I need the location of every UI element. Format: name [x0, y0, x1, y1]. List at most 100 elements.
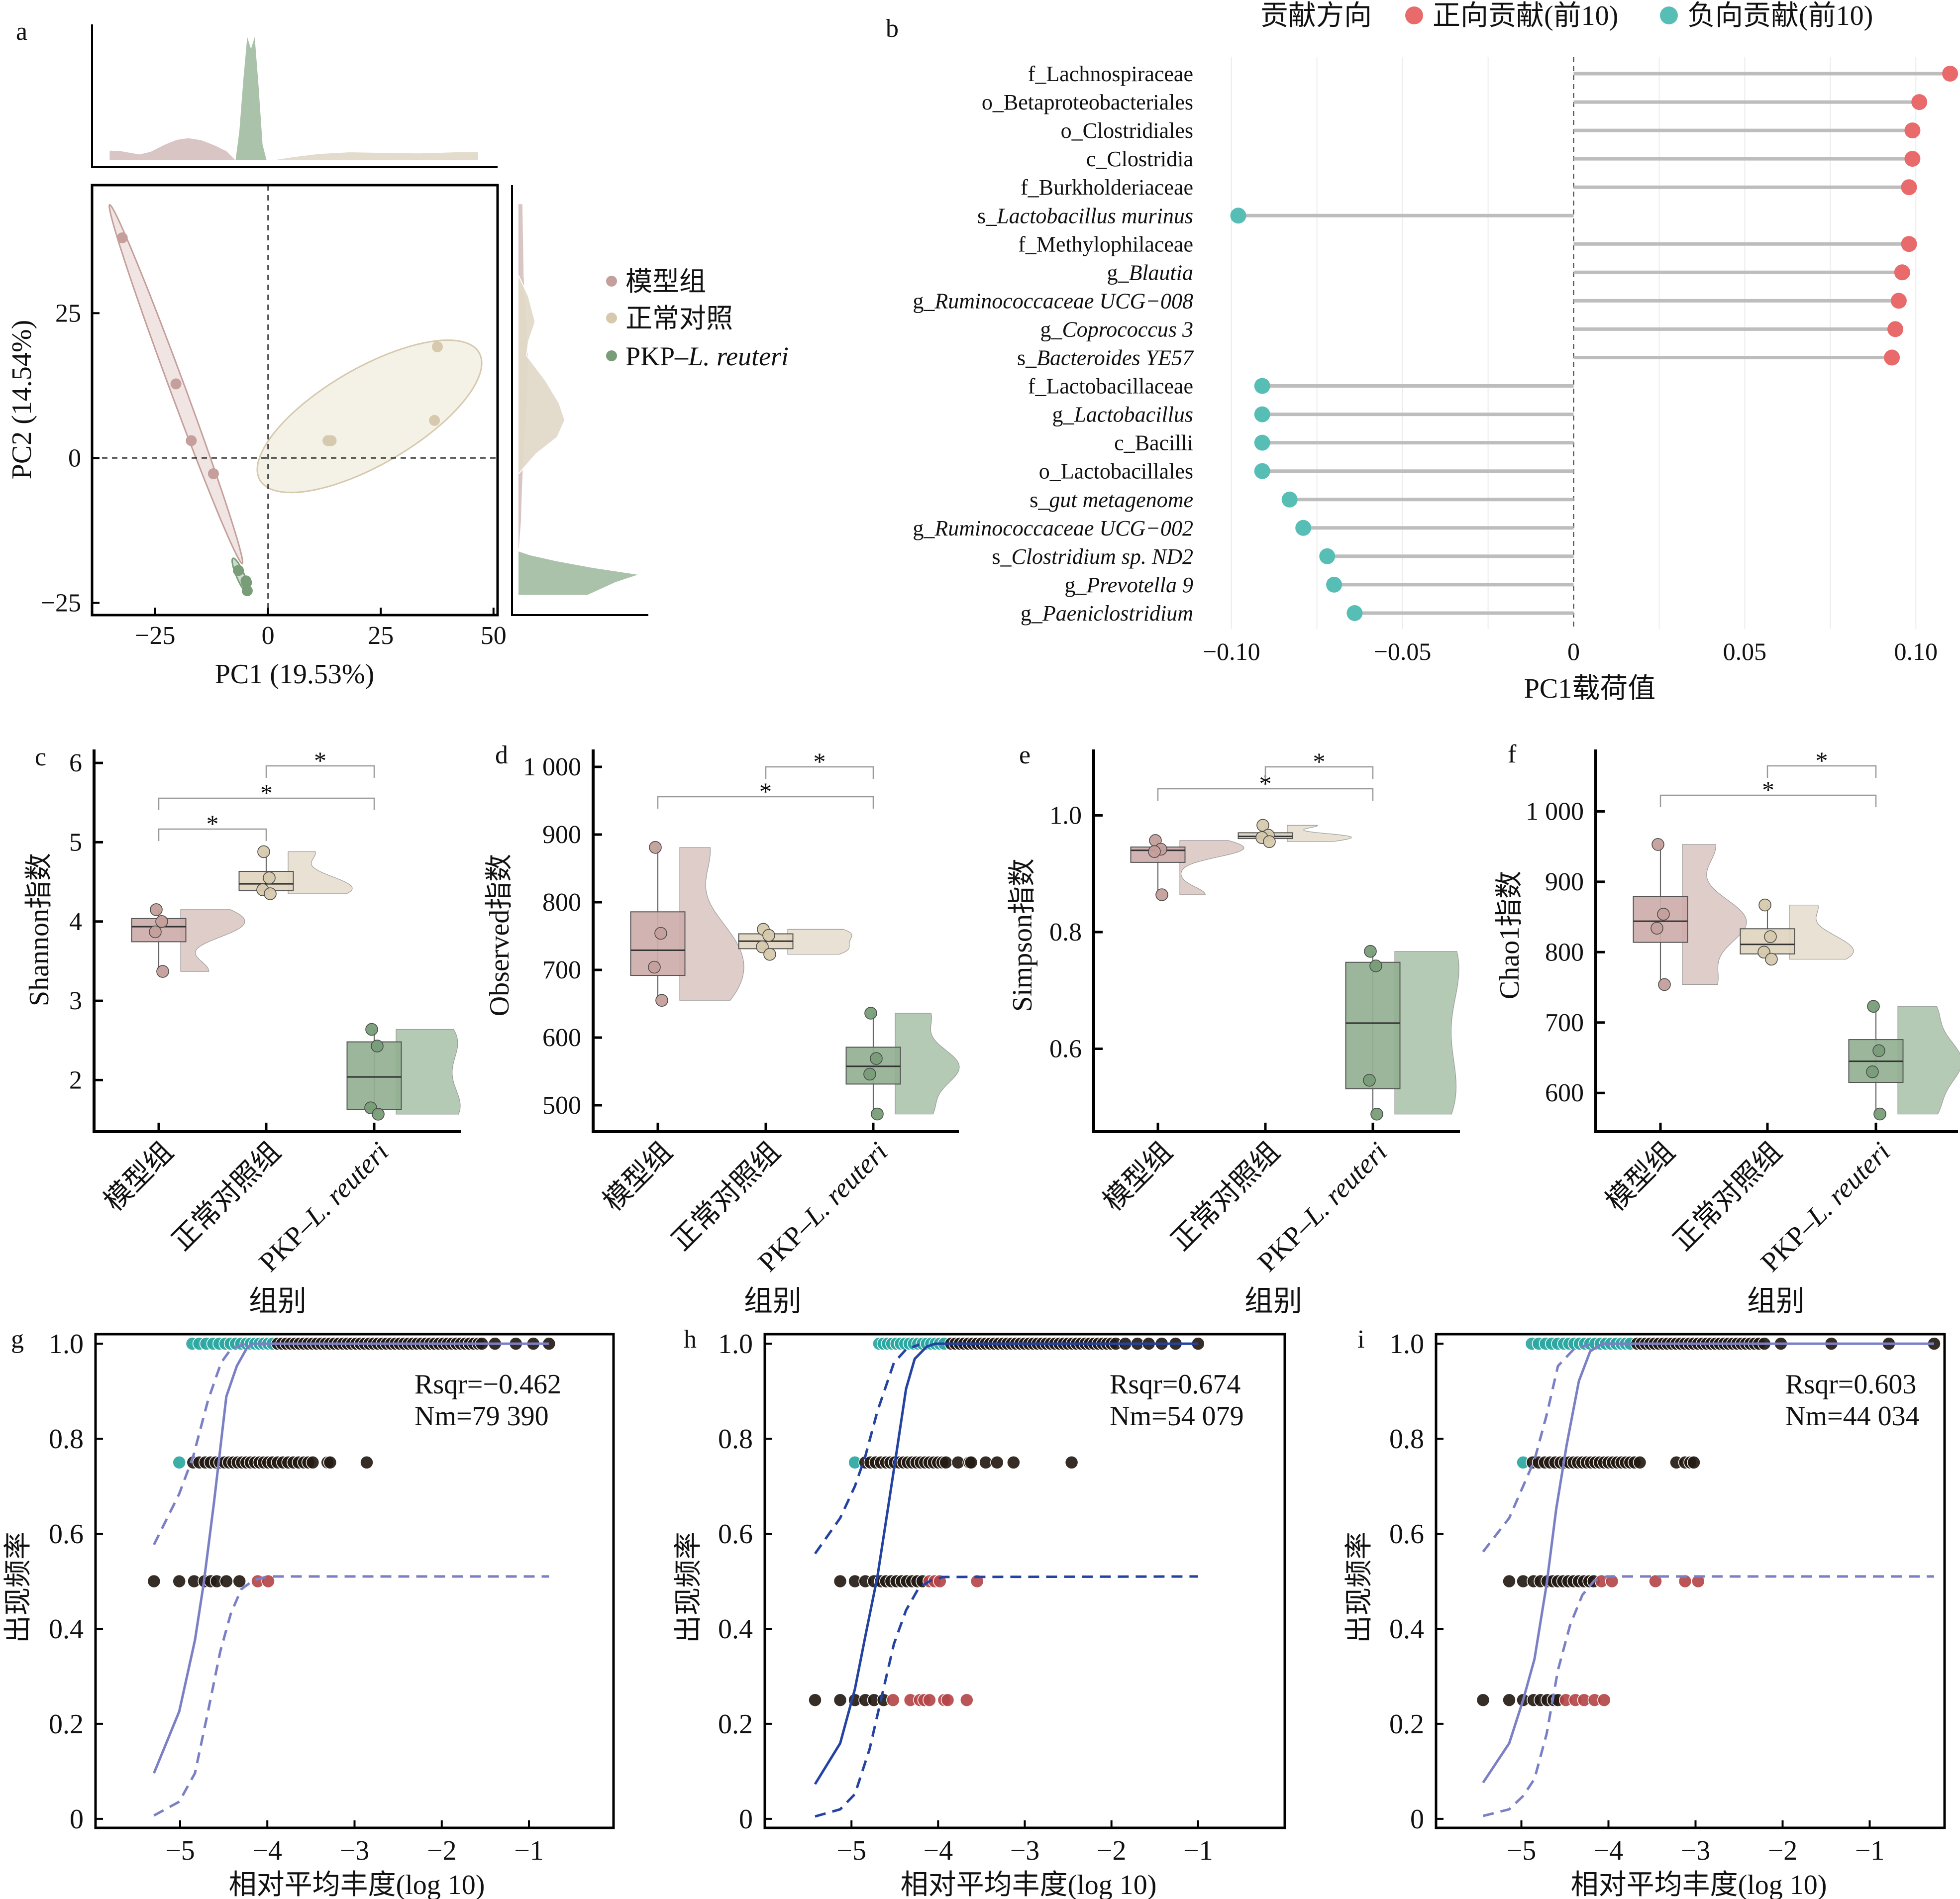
contribution-legend: 贡献方向 正向贡献(前10) 负向贡献(前10) — [1260, 0, 1873, 31]
x-tick-label: −1 — [514, 1835, 544, 1866]
data-point-pkp — [863, 1067, 876, 1081]
taxon-label-part: Betaproteobacteriales — [1004, 90, 1193, 114]
data-point-model — [1148, 845, 1161, 858]
lollipop-plot: f_Lachnospiraceaeo_Betaproteobacteriales… — [913, 57, 1959, 665]
data-point-normal — [1758, 898, 1771, 912]
y-tick-label: 800 — [1545, 938, 1584, 966]
x-tick-label: −5 — [836, 1835, 866, 1866]
taxon-label: s_Bacteroides YE57 — [1017, 346, 1194, 370]
y-tick-label: 0 — [739, 1804, 753, 1835]
x-tick-label: −2 — [1768, 1835, 1798, 1866]
y-tick-label: 1.0 — [718, 1329, 753, 1360]
taxon-label: s_Lactobacillus murinus — [977, 204, 1193, 228]
legend-label-part: PKP– — [625, 341, 689, 371]
data-point-pkp — [365, 1023, 378, 1036]
significance-star: * — [1816, 746, 1828, 774]
legend-label: 正常对照 — [625, 304, 733, 333]
lollipop-dot — [1887, 321, 1903, 337]
taxon-label: g_Prevotella 9 — [1064, 573, 1193, 597]
lollipop-dot — [1254, 463, 1270, 479]
lollipop-dot — [1901, 236, 1917, 252]
x-axis-title: PC1载荷值 — [1524, 673, 1656, 704]
data-point-model — [654, 927, 667, 940]
taxon-label-part: Lactobacillus murinus — [996, 204, 1193, 228]
y-tick-label: 0.4 — [49, 1614, 84, 1645]
y-tick-label: 800 — [542, 888, 581, 917]
panel-label: h — [684, 1325, 697, 1354]
y-tick-label: −25 — [41, 589, 81, 618]
y-tick-label: 0.8 — [1389, 1424, 1424, 1455]
y-tick-label: 0.6 — [1389, 1519, 1424, 1550]
taxon-label: f_Burkholderiaceae — [1021, 175, 1193, 200]
y-tick-label: 4 — [69, 908, 82, 936]
lollipop-dot — [1319, 548, 1336, 564]
data-point-normal — [1764, 930, 1777, 943]
data-point-model — [156, 965, 169, 978]
taxon-label-part: Paeniclostridium — [1042, 601, 1193, 626]
legend-title: 贡献方向 — [1260, 0, 1372, 31]
significance-bracket — [1659, 794, 1877, 807]
taxon-label-part: Coprococcus 3 — [1062, 317, 1193, 341]
legend-dot-icon — [606, 350, 617, 361]
y-tick-label: 25 — [55, 299, 81, 327]
x-tick-label: 模型组 — [1098, 1136, 1179, 1217]
x-axis-title: 相对平均丰度(log 10) — [901, 1870, 1157, 1899]
taxon-label-part: f_ — [1021, 175, 1039, 200]
panel-label: d — [495, 741, 508, 769]
plot-frame — [1435, 1333, 1946, 1829]
data-point-model — [1658, 978, 1671, 991]
lollipop-dot — [1901, 179, 1917, 196]
taxon-label-part: Methylophilaceae — [1036, 232, 1193, 256]
scatter-point-model — [170, 378, 182, 390]
box-pkp — [346, 1041, 402, 1110]
half-violin-model — [180, 909, 245, 972]
lollipop-dot — [1326, 576, 1342, 593]
taxon-label: o_Lactobacillales — [1039, 459, 1193, 484]
y-tick-label: 0.2 — [49, 1709, 84, 1740]
pc1-marginal-density — [91, 24, 498, 168]
taxon-label: f_Lactobacillaceae — [1028, 374, 1193, 399]
taxon-label-part: Ruminococcaceae UCG−002 — [934, 516, 1193, 540]
taxon-label: g_Paeniclostridium — [1021, 601, 1193, 626]
lower-confidence-curve — [815, 1575, 1198, 1818]
rsqr-annotation: Rsqr=0.603 — [1785, 1369, 1916, 1400]
taxon-label-part: Clostridiales — [1083, 118, 1193, 143]
taxon-label-part: f_ — [1028, 62, 1047, 86]
taxon-label-part: Clostridium sp. ND2 — [1011, 544, 1193, 569]
y-tick-label: 0 — [68, 444, 81, 472]
neutral-model-fit-curve — [153, 1342, 549, 1774]
y-tick-label: 1.0 — [1049, 802, 1082, 830]
taxon-point-within — [1064, 1456, 1079, 1470]
data-point-pkp — [1370, 1108, 1383, 1121]
y-axis-title: Chao1指数 — [1494, 871, 1525, 999]
x-tick-label: −3 — [1010, 1835, 1040, 1866]
occurrence-frequency-plot: −5 −4 −3 −2 −1 0 0.2 0.4 0.6 0.8 1.0 — [1389, 1329, 1946, 1866]
y-axis-title: 出现频率 — [3, 1532, 34, 1643]
nm-annotation: Nm=54 079 — [1110, 1401, 1244, 1432]
y-tick-label: 0.2 — [718, 1709, 753, 1740]
x-tick-label: 0.05 — [1723, 637, 1767, 665]
data-point-pkp — [870, 1052, 883, 1065]
occurrence-frequency-plot: −5 −4 −3 −2 −1 0 0.2 0.4 0.6 0.8 1.0 — [718, 1329, 1286, 1866]
taxon-point-within — [147, 1574, 161, 1588]
y-tick-label: 500 — [542, 1091, 581, 1120]
y-tick-label: 0.8 — [718, 1424, 753, 1455]
y-tick-label: 0.2 — [1389, 1709, 1424, 1740]
legend-negative-dot-icon — [1660, 6, 1678, 24]
data-point-pkp — [1363, 1074, 1376, 1087]
taxon-point-within — [833, 1574, 847, 1588]
taxon-label-part: Lactobacillales — [1061, 459, 1193, 484]
taxon-label-part: g_ — [1040, 317, 1062, 341]
y-tick-label: 2 — [69, 1066, 82, 1094]
y-tick-label: 3 — [69, 987, 82, 1015]
x-tick-label: 0.10 — [1894, 637, 1938, 665]
neutral-model-fit-curve — [1482, 1342, 1934, 1784]
lollipop-dot — [1884, 349, 1900, 366]
lower-confidence-curve — [153, 1575, 549, 1817]
box-model — [1633, 896, 1688, 943]
y-tick-label: 0 — [1410, 1804, 1424, 1835]
scatter-point-normal — [325, 435, 337, 446]
